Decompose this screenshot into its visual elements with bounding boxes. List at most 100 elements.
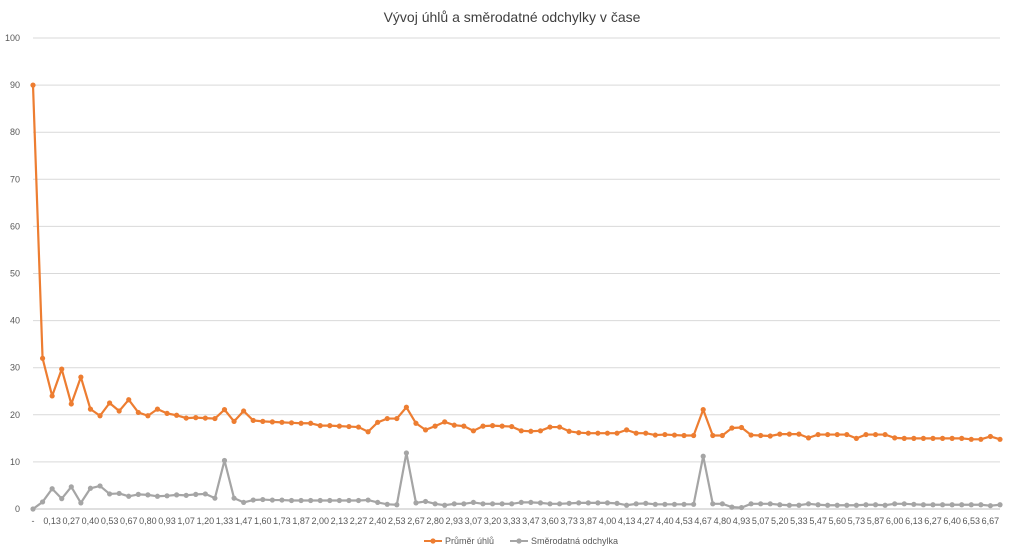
y-tick-label: 20 xyxy=(10,410,20,420)
data-point xyxy=(288,420,295,426)
data-point xyxy=(480,423,486,429)
data-point xyxy=(681,501,687,507)
data-point xyxy=(997,502,1003,508)
x-tick-label: 0,40 xyxy=(82,516,100,526)
legend-item: Průměr úhlů xyxy=(424,536,494,546)
x-tick-label: 2,13 xyxy=(331,516,349,526)
data-point xyxy=(585,500,591,506)
x-tick-label: 0,13 xyxy=(43,516,61,526)
data-point xyxy=(49,486,55,492)
data-point xyxy=(97,413,103,419)
data-point xyxy=(269,497,275,503)
data-point xyxy=(298,420,304,426)
data-point xyxy=(872,431,879,438)
data-point xyxy=(547,501,553,507)
data-point xyxy=(949,502,955,508)
data-point xyxy=(758,432,764,439)
x-tick-label: 4,80 xyxy=(714,516,732,526)
data-point xyxy=(116,408,122,414)
x-tick-label: 4,00 xyxy=(599,516,617,526)
data-point xyxy=(834,431,840,438)
data-point xyxy=(279,497,285,503)
data-point xyxy=(863,431,869,438)
data-point xyxy=(174,492,180,498)
data-point xyxy=(509,501,515,507)
data-point xyxy=(710,501,716,507)
data-point xyxy=(805,501,812,507)
x-tick-label: 3,47 xyxy=(522,516,540,526)
data-point xyxy=(959,435,965,441)
data-point xyxy=(959,502,965,508)
x-tick-label: 1,87 xyxy=(292,516,310,526)
data-point xyxy=(901,435,907,441)
data-point xyxy=(451,501,457,507)
data-point xyxy=(174,412,180,418)
data-point xyxy=(978,436,984,442)
data-point xyxy=(489,423,496,429)
x-tick-label: 0,93 xyxy=(158,516,176,526)
x-tick-label: 4,53 xyxy=(675,516,693,526)
data-point xyxy=(853,435,859,441)
data-point xyxy=(777,502,783,508)
data-point xyxy=(394,415,400,422)
series-layer xyxy=(30,82,1003,512)
y-tick-label: 0 xyxy=(15,504,20,514)
data-point xyxy=(901,501,907,507)
data-point xyxy=(422,498,429,505)
data-point xyxy=(729,504,735,510)
data-point xyxy=(576,500,582,506)
data-point xyxy=(499,501,505,507)
x-tick-label: 2,80 xyxy=(426,516,444,526)
data-point xyxy=(126,493,132,499)
data-point xyxy=(604,500,611,506)
data-point xyxy=(767,433,773,439)
data-point xyxy=(796,431,802,437)
data-point xyxy=(384,415,390,422)
data-point xyxy=(882,502,888,508)
data-point xyxy=(700,453,706,459)
data-point xyxy=(403,450,409,456)
gridlines xyxy=(33,37,1000,510)
data-point xyxy=(872,502,879,508)
data-point xyxy=(39,499,46,505)
y-tick-label: 10 xyxy=(10,457,20,467)
x-tick-label: 4,93 xyxy=(733,516,751,526)
data-point xyxy=(758,501,764,507)
data-point xyxy=(576,430,582,436)
y-tick-label: 30 xyxy=(10,363,20,373)
data-point xyxy=(968,436,974,442)
data-point xyxy=(729,425,735,431)
data-point xyxy=(442,419,448,425)
x-tick-label: 0,80 xyxy=(139,516,157,526)
x-tick-label: 6,40 xyxy=(943,516,961,526)
data-point xyxy=(911,501,917,507)
data-point xyxy=(805,435,812,441)
data-point xyxy=(49,393,55,399)
data-point xyxy=(202,415,208,421)
data-point xyxy=(221,407,228,413)
data-point xyxy=(987,433,994,440)
data-point xyxy=(106,491,113,497)
data-point xyxy=(930,502,936,508)
x-tick-label: 5,07 xyxy=(752,516,770,526)
x-tick-label: 1,20 xyxy=(197,516,215,526)
data-point xyxy=(691,432,697,439)
legend-label: Průměr úhlů xyxy=(445,536,494,546)
x-tick-label: 2,00 xyxy=(311,516,329,526)
data-point xyxy=(106,400,113,406)
data-point xyxy=(738,504,745,511)
data-point xyxy=(336,497,342,504)
x-tick-label: 4,67 xyxy=(694,516,712,526)
data-point xyxy=(346,497,352,504)
x-tick-label: 2,27 xyxy=(350,516,368,526)
data-point xyxy=(480,501,486,507)
x-tick-label: 3,07 xyxy=(465,516,483,526)
data-point xyxy=(422,427,429,433)
data-point xyxy=(413,500,419,506)
x-tick-label: 1,47 xyxy=(235,516,253,526)
data-point xyxy=(662,431,668,438)
x-axis-ticks: -0,13 0,27 0,40 0,53 0,67 0,80 0,93 1,07 1,20 1,3… xyxy=(32,516,1000,526)
data-point xyxy=(863,502,869,508)
